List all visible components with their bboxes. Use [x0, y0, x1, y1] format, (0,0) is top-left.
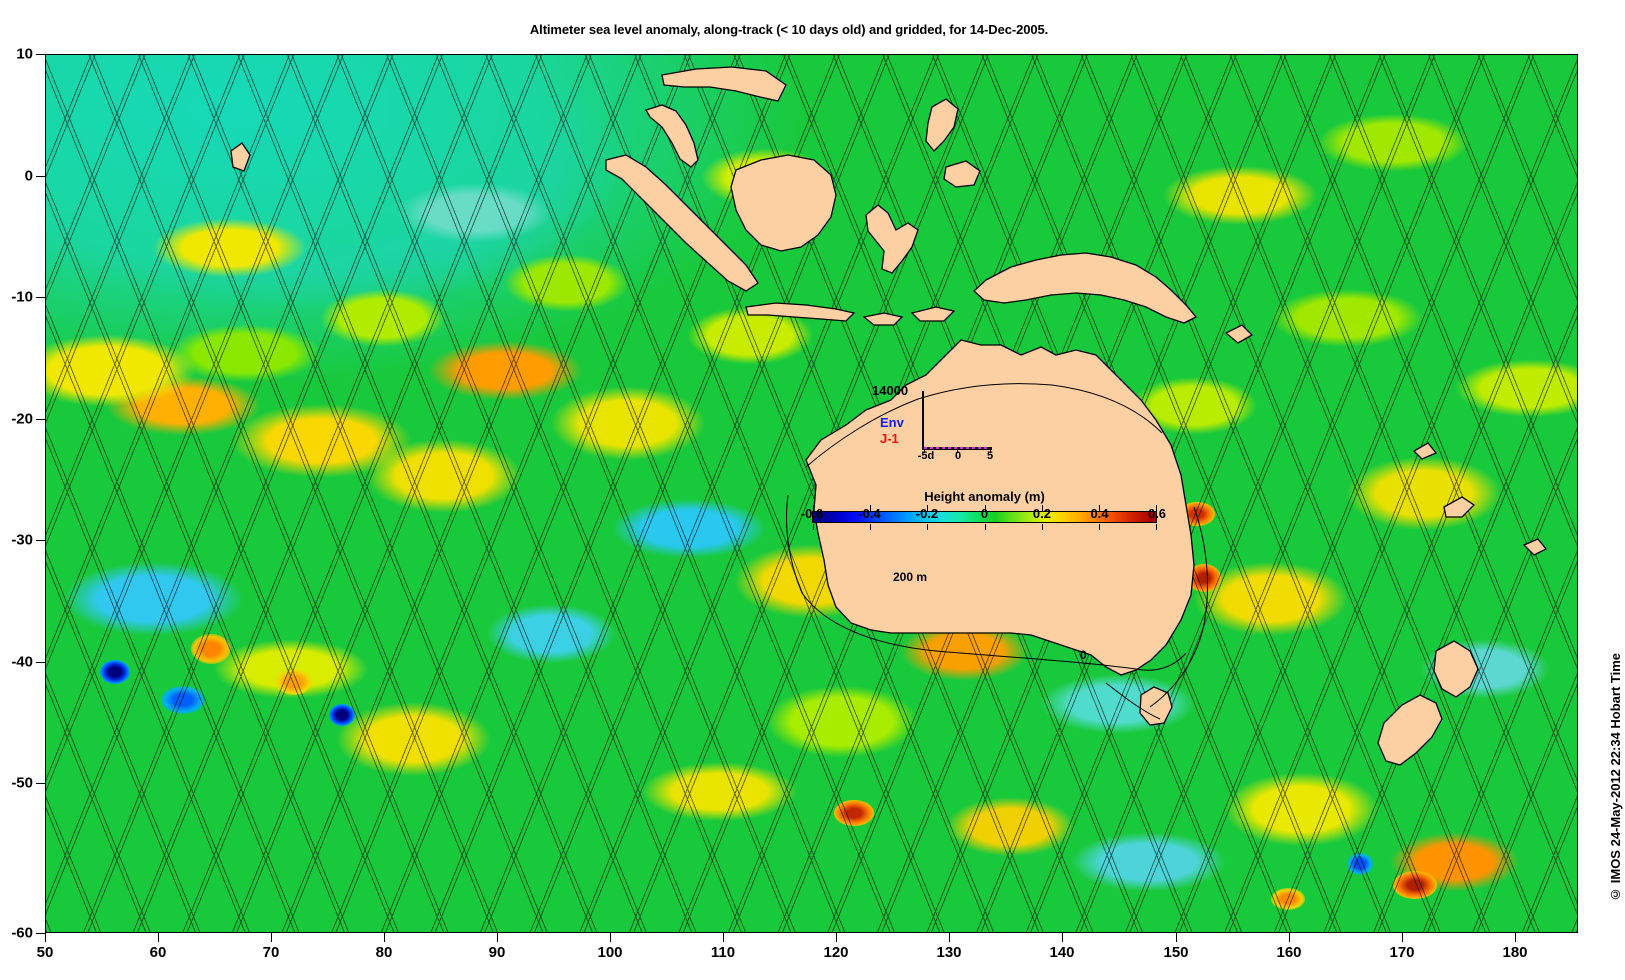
xtick-90: 90	[488, 944, 506, 961]
land-lesser-sunda	[862, 312, 904, 326]
land-new-caledonia	[1443, 496, 1476, 518]
contour-200m-south	[786, 494, 1187, 671]
land-malay-peninsula	[645, 104, 699, 168]
map-plot-area	[45, 54, 1578, 933]
colorbar-title: Height anomaly (m)	[924, 489, 1045, 504]
ytick--30: -30	[11, 531, 33, 549]
colorbar-gradient	[812, 505, 1157, 530]
land-indochina	[661, 66, 787, 102]
ytick-10: 10	[16, 45, 33, 63]
colorbar-label--0.2: -0.2	[915, 506, 939, 521]
colorbar: Height anomaly (m) -0.6 -0.4 -0.2 0 0.2 …	[801, 489, 1166, 530]
histogram-legend-j1: J-1	[880, 431, 899, 446]
histogram-xtick-0: 0	[954, 450, 962, 462]
coastline-layer	[230, 66, 1548, 766]
xtick-70: 70	[262, 944, 280, 961]
land-nz-south	[1377, 694, 1443, 766]
land-nz-north	[1433, 640, 1479, 698]
colorbar-label-0.4: 0.4	[1090, 506, 1109, 521]
colorbar-label--0.6: -0.6	[800, 506, 824, 521]
ytick--60: -60	[11, 924, 33, 942]
histogram-xtick--5d: -5d	[917, 450, 935, 462]
land-tasmania	[1139, 686, 1173, 726]
ytick--40: -40	[11, 653, 33, 671]
xtick-100: 100	[597, 944, 623, 961]
xtick-170: 170	[1389, 944, 1415, 961]
xtick-160: 160	[1276, 944, 1302, 961]
land-sulawesi	[865, 204, 919, 274]
xtick-140: 140	[1049, 944, 1075, 961]
land-solomons	[1224, 324, 1254, 344]
contour-label-200m: 200 m	[893, 570, 928, 584]
xtick-120: 120	[823, 944, 849, 961]
land-new-guinea	[973, 252, 1198, 324]
contour-200m-north	[805, 383, 1163, 468]
xtick-60: 60	[149, 944, 167, 961]
land-fiji	[1522, 538, 1548, 556]
ytick--20: -20	[11, 410, 33, 428]
colorbar-label-0: 0	[980, 506, 989, 521]
credit-text: © IMOS 24-May-2012 22:34 Hobart Time	[1608, 653, 1623, 902]
land-sri-lanka	[230, 142, 251, 172]
histogram-ymax-label: 14000	[872, 383, 909, 398]
xtick-150: 150	[1163, 944, 1189, 961]
colorbar-label-0.2: 0.2	[1032, 506, 1052, 521]
land-vanuatu	[1412, 442, 1438, 460]
chart-title: Altimeter sea level anomaly, along-track…	[529, 22, 1049, 37]
colorbar-label-0.6: 0.6	[1147, 506, 1167, 521]
histogram-y-axis	[922, 391, 924, 449]
data-age-histogram: 14000 Env J-1 -5d 0 5	[872, 383, 994, 468]
land-sumatra	[605, 154, 759, 292]
ytick--50: -50	[11, 774, 33, 792]
xtick-180: 180	[1502, 944, 1528, 961]
contour-east	[1149, 506, 1208, 708]
histogram-legend-env: Env	[880, 415, 904, 430]
xtick-130: 130	[936, 944, 962, 961]
land-java	[745, 302, 856, 322]
bathymetry-contours	[786, 383, 1208, 720]
land-australia	[805, 339, 1195, 676]
contour-label-0: 0	[1080, 648, 1087, 662]
histogram-xtick-5: 5	[986, 450, 994, 462]
histogram-magenta-dash	[924, 447, 990, 449]
ytick-0: 0	[24, 167, 33, 185]
land-timor	[910, 306, 956, 322]
ytick--10: -10	[11, 288, 33, 306]
colorbar-label--0.4: -0.4	[858, 506, 881, 521]
contour-0-tasman	[1105, 682, 1161, 720]
histogram-bars	[924, 391, 993, 448]
land-philippines	[925, 98, 959, 152]
land-borneo	[730, 154, 837, 252]
xtick-110: 110	[710, 944, 736, 961]
land-mindanao	[943, 160, 981, 188]
xtick-50: 50	[36, 944, 54, 961]
xtick-80: 80	[375, 944, 393, 961]
